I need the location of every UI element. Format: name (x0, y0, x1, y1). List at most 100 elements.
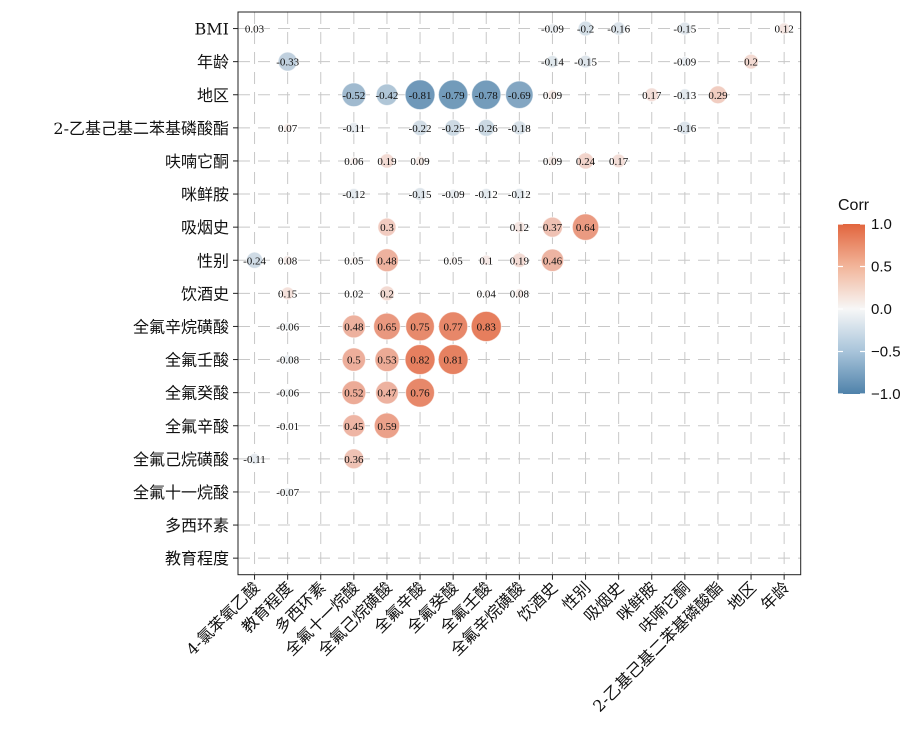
corr-value-label: 0.02 (344, 288, 363, 300)
corr-circle (571, 213, 600, 241)
corr-circle (411, 119, 429, 137)
corr-circle (677, 21, 692, 36)
corr-value-label: 0.29 (708, 90, 728, 102)
corr-circle (413, 187, 427, 201)
corr-circle (576, 152, 595, 170)
corr-circle (477, 118, 496, 137)
corr-value-label: 0.48 (344, 321, 364, 333)
corr-circle (342, 414, 366, 438)
corr-circle (513, 187, 526, 201)
legend: Corr 1.0 0.5 0.0 −0.5 −1.0 (838, 197, 901, 403)
y-tick-label: 全氟壬酸 (165, 351, 229, 370)
corr-value-label: 0.08 (510, 288, 530, 300)
corr-circle (405, 311, 435, 342)
legend-tick-label: −1.0 (871, 386, 901, 403)
corr-value-label: 0.47 (377, 388, 397, 400)
corr-circle (541, 216, 564, 238)
corr-circle (437, 344, 469, 375)
y-tick-label: 吸烟史 (181, 218, 229, 237)
corr-circle (448, 256, 458, 265)
corr-value-label: -0.06 (276, 388, 299, 400)
corr-value-label: 0.45 (344, 421, 364, 433)
corr-value-label: 0.19 (510, 255, 530, 267)
corr-value-label: 0.04 (477, 288, 497, 300)
corr-circle (282, 122, 293, 133)
legend-ticks: 1.0 0.5 0.0 −0.5 −1.0 (838, 216, 901, 403)
corr-value-label: -0.33 (276, 57, 299, 69)
legend-tick-label: −0.5 (871, 344, 901, 361)
corr-circle (283, 321, 293, 332)
corr-value-label: 0.65 (377, 321, 397, 333)
corr-circle (677, 120, 692, 135)
corr-circle (375, 83, 399, 106)
corr-circle (480, 187, 493, 201)
corr-value-label: 0.83 (477, 321, 497, 333)
corr-circle (743, 53, 759, 70)
corr-value-label: 0.05 (344, 255, 364, 267)
y-tick-label: 全氟辛酸 (165, 417, 229, 436)
x-axis-labels: 4-氯苯氧乙酸教育程度多西环素全氟十一烷酸全氟己烷磺酸全氟辛酸全氟癸酸全氟壬酸全… (182, 574, 793, 716)
corr-value-label: 0.06 (344, 156, 364, 168)
y-tick-label: 饮酒史 (181, 284, 229, 303)
y-tick-label: 全氟己烷磺酸 (133, 450, 229, 469)
corr-circle (349, 156, 359, 166)
corr-circle (482, 289, 491, 298)
corr-circle (284, 422, 291, 429)
corr-value-label: 0.08 (278, 255, 298, 267)
corr-value-label: -0.12 (508, 189, 531, 201)
corr-circle (447, 188, 459, 200)
corr-circle (341, 314, 366, 339)
corr-value-label: 0.3 (380, 222, 394, 234)
corr-circle (545, 54, 560, 69)
corr-circle (546, 155, 558, 167)
corr-value-label: 0.03 (245, 24, 265, 36)
y-tick-label: 多西环素 (165, 516, 229, 535)
corr-value-label: -0.13 (673, 90, 696, 102)
corr-value-label: 0.77 (444, 321, 464, 333)
corr-circle (277, 51, 298, 72)
corr-value-label: 0.1 (479, 255, 493, 267)
corr-value-label: 0.37 (543, 222, 563, 234)
corr-value-label: -0.08 (276, 355, 299, 367)
y-tick-label: 年龄 (197, 53, 229, 72)
corr-value-label: 0.12 (510, 222, 529, 234)
corr-value-label: -0.18 (508, 123, 531, 135)
legend-tick-label: 0.5 (871, 259, 892, 276)
corr-value-label: 0.17 (642, 90, 662, 102)
legend-tick-label: 1.0 (871, 216, 892, 233)
corr-value-label: 0.09 (543, 90, 563, 102)
corr-value-label: 0.12 (775, 24, 794, 36)
corr-value-label: -0.52 (342, 90, 365, 102)
corr-value-label: -0.26 (475, 123, 498, 135)
corr-circle (438, 311, 469, 342)
y-tick-label: 教育程度 (165, 549, 229, 568)
corr-circle (341, 347, 367, 372)
corr-circle (282, 255, 293, 266)
corr-value-label: 0.24 (576, 156, 596, 168)
corr-value-label: -0.09 (442, 189, 465, 201)
corr-value-label: 0.81 (444, 355, 463, 367)
corr-circle (379, 153, 395, 169)
corr-value-label: -0.22 (409, 123, 432, 135)
corr-circle (283, 388, 293, 398)
corr-value-label: 0.82 (410, 355, 429, 367)
corr-value-label: 0.2 (744, 57, 758, 69)
corr-circle (678, 88, 692, 102)
corr-circle (349, 256, 359, 265)
corr-circle (373, 312, 401, 341)
corr-value-label: 0.15 (278, 288, 298, 300)
corr-circle (470, 310, 502, 343)
corr-circle (341, 82, 367, 108)
corr-value-label: 0.53 (377, 355, 397, 367)
corr-value-label: -0.16 (673, 123, 696, 135)
y-tick-label: 性别 (197, 251, 229, 270)
corr-value-label: -0.01 (276, 421, 299, 433)
corr-circle (377, 217, 397, 237)
corr-circle (251, 25, 258, 32)
corr-circle (375, 380, 399, 405)
corr-value-label: 0.09 (410, 156, 430, 168)
corr-value-label: -0.12 (342, 189, 365, 201)
corr-value-label: -0.81 (409, 90, 432, 102)
corr-value-label: -0.15 (574, 57, 597, 69)
